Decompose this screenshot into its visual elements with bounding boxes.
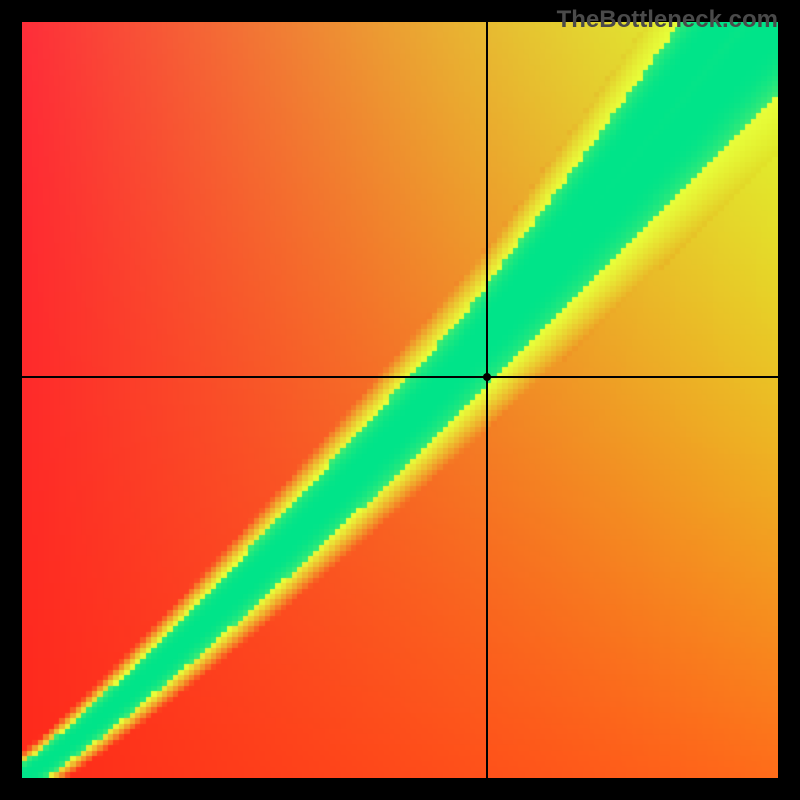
watermark-text: TheBottleneck.com [557, 6, 778, 34]
crosshair-point [483, 373, 491, 381]
bottleneck-heatmap [22, 22, 778, 778]
crosshair-horizontal [22, 376, 778, 378]
crosshair-vertical [486, 22, 488, 778]
